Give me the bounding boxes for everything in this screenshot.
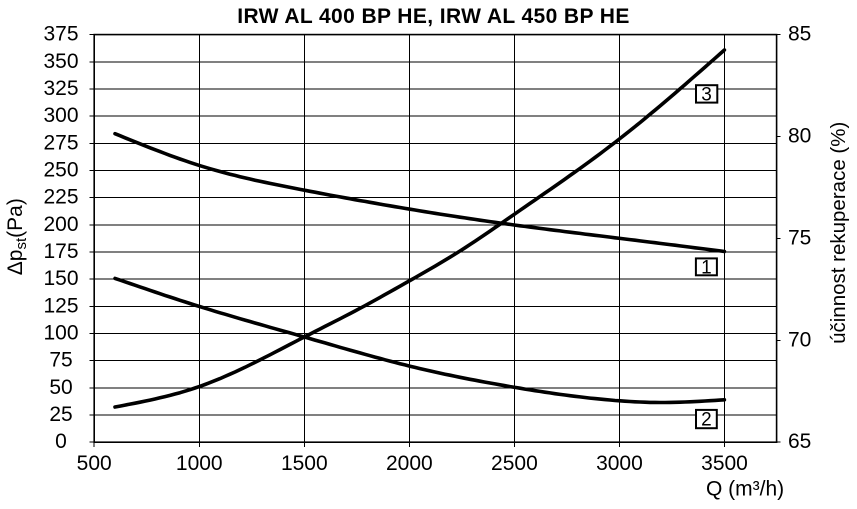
svg-text:1000: 1000 (176, 452, 223, 475)
svg-text:70: 70 (788, 328, 811, 351)
svg-text:50: 50 (49, 376, 72, 399)
svg-text:125: 125 (43, 294, 78, 317)
svg-text:2500: 2500 (491, 452, 538, 475)
svg-text:IRW AL 400 BP HE, IRW AL 450 B: IRW AL 400 BP HE, IRW AL 450 BP HE (237, 5, 630, 28)
svg-text:65: 65 (788, 430, 811, 453)
svg-text:325: 325 (43, 77, 78, 100)
svg-text:300: 300 (43, 104, 78, 127)
svg-text:80: 80 (788, 124, 811, 147)
svg-text:175: 175 (43, 240, 78, 263)
svg-text:25: 25 (49, 403, 72, 426)
svg-text:225: 225 (43, 186, 78, 209)
svg-text:3: 3 (701, 85, 712, 106)
svg-text:75: 75 (788, 226, 811, 249)
svg-text:Q (m³/h): Q (m³/h) (706, 478, 784, 501)
svg-text:150: 150 (43, 267, 78, 290)
svg-text:2000: 2000 (386, 452, 433, 475)
svg-text:350: 350 (43, 50, 78, 73)
svg-text:účinnost rekuperace (%): účinnost rekuperace (%) (827, 122, 850, 344)
svg-text:85: 85 (788, 23, 811, 46)
svg-text:3500: 3500 (701, 452, 748, 475)
svg-text:100: 100 (43, 322, 78, 345)
svg-text:250: 250 (43, 158, 78, 181)
svg-text:1: 1 (701, 258, 712, 279)
svg-text:1500: 1500 (281, 452, 328, 475)
svg-text:0: 0 (55, 430, 67, 453)
svg-text:375: 375 (43, 23, 78, 46)
svg-text:500: 500 (77, 452, 112, 475)
svg-text:275: 275 (43, 131, 78, 154)
svg-text:3000: 3000 (596, 452, 643, 475)
svg-text:200: 200 (43, 213, 78, 236)
svg-text:75: 75 (49, 349, 72, 372)
svg-text:2: 2 (701, 410, 712, 431)
svg-text:Δpst(Pa): Δpst(Pa) (4, 198, 30, 275)
